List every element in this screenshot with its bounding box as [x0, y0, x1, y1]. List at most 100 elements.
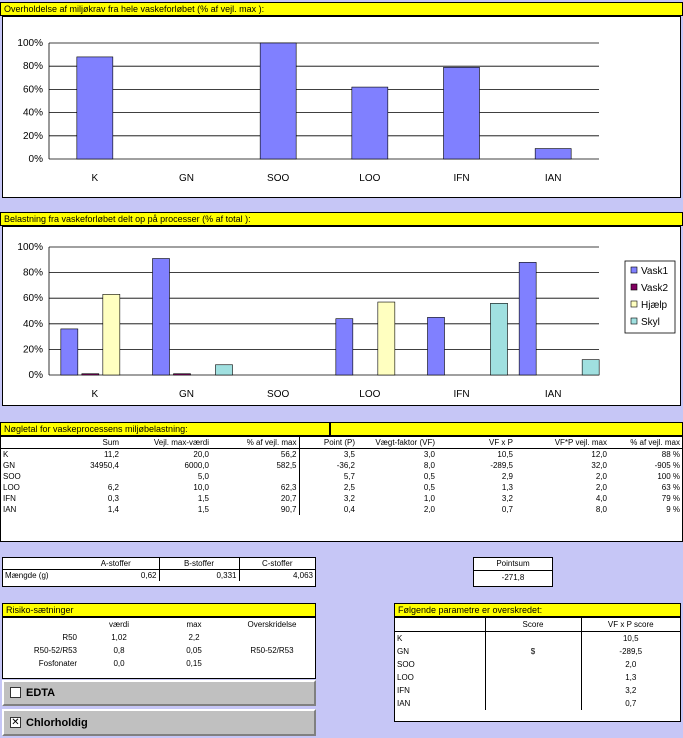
parametre-cell: LOO [395, 671, 486, 684]
risiko-cell: R50-52/R53 [33, 646, 77, 655]
chart1-panel: 0% 20% 40% 60% 80% 100% K GN SOO LOO IFN IAN [2, 16, 681, 198]
risiko-cell: 0,15 [186, 659, 202, 668]
keytable-header-row: Sum Vejl. max-værdi% af vejl. max Point (P… [1, 437, 682, 449]
parametre-cell: $ [485, 645, 582, 658]
x-tick-label: GN [179, 389, 194, 400]
edta-checkbox-row[interactable]: EDTA [2, 680, 316, 706]
keytable-cell: 3,5 [343, 450, 355, 459]
x-tick-label: IFN [453, 389, 469, 400]
keytable-row: GN 34950,4 6000,0 582,5 -36,2 8,0 -289,5 32,0 -9… [1, 460, 682, 471]
x-tick-label: K [91, 389, 98, 400]
keytable-header-cell: Sum [102, 438, 119, 447]
chlorholdig-checkbox[interactable]: ✕ [10, 717, 21, 728]
pointsum-value: -271,8 [501, 573, 525, 582]
keytable-header-cell: % af vejl. max [630, 438, 680, 447]
parametre-cell: 2,0 [625, 660, 637, 669]
y-tick-label: 20% [23, 131, 43, 142]
stoffer-table: A-stoffer B-stoffer C-stoffer Mængde (g)… [3, 558, 315, 581]
y-tick-label: 100% [17, 242, 43, 253]
bar-vask2 [173, 373, 191, 376]
y-tick-label: 20% [23, 344, 43, 355]
keytable-cell: 0,4 [343, 505, 355, 514]
risiko-cell [229, 631, 315, 644]
keytable-cell: 12,0 [591, 450, 607, 459]
keytable-cell: 0,5 [423, 472, 435, 481]
keytable-header-cell: Point (P) [323, 438, 355, 447]
x-tick-label: LOO [359, 173, 380, 184]
legend-label: Vask2 [641, 283, 668, 294]
keytable-cell: GN [3, 461, 15, 470]
legend-swatch [630, 266, 638, 274]
chart2-title: Belastning fra vaskeforløbet delt op på … [0, 212, 683, 226]
risiko-cell: R50-52/R53 [250, 646, 294, 655]
parametre-row: GN $ -289,5 [395, 645, 680, 658]
y-tick-label: 40% [23, 319, 43, 330]
bar-skyl [215, 364, 233, 376]
y-tick-label: 60% [23, 293, 43, 304]
x-tick-label: LOO [359, 389, 380, 400]
x-tick-label: GN [179, 173, 194, 184]
y-tick-label: 80% [23, 268, 43, 279]
chlorholdig-checkbox-row[interactable]: ✕ Chlorholdig [2, 709, 316, 736]
parametre-header-cell: Score [485, 618, 582, 632]
chart1-plot: 0% 20% 40% 60% 80% 100% K GN SOO LOO IFN IAN [17, 38, 599, 184]
keytable-cell: 4,0 [595, 494, 607, 503]
parametre-cell: 3,2 [625, 686, 637, 695]
keytable-cell: 1,3 [501, 483, 513, 492]
chlorholdig-label: Chlorholdig [26, 717, 88, 729]
keytable-panel: Sum Vejl. max-værdi% af vejl. max Point (P… [0, 436, 683, 542]
risiko-cell: 0,05 [186, 646, 202, 655]
y-tick-label: 100% [17, 38, 43, 49]
keytable-cell: 0,7 [501, 505, 513, 514]
legend-label: Vask1 [641, 266, 668, 277]
keytable-row: IFN 0,3 1,5 20,7 3,2 1,0 3,2 4,0 79 % [1, 493, 682, 504]
parametre-cell: IFN [395, 684, 486, 697]
keytable-cell: 1,5 [197, 505, 209, 514]
stoffer-value-a: 0,62 [73, 569, 160, 581]
keytable-title: Nøgletal for vaskeprocessens miljøbelast… [0, 422, 330, 436]
keytable-cell: 20,7 [211, 493, 300, 504]
keytable-row: SOO 5,0 5,7 0,5 2,9 2,0 100 % [1, 471, 682, 482]
keytable-cell: 8,0 [595, 505, 607, 514]
keytable-header-cell: VF*P vejl. max [554, 438, 607, 447]
keytable-header-cell: Vægt-faktor (VF) [375, 438, 435, 447]
parametre-row: K 10,5 [395, 631, 680, 645]
parametre-cell: K [395, 631, 486, 645]
risiko-cell: 0,0 [113, 659, 125, 668]
keytable: Sum Vejl. max-værdi% af vejl. max Point (P… [1, 437, 682, 515]
stoffer-value-b: 0,331 [159, 569, 240, 581]
pointsum-label: Pointsum [474, 558, 552, 571]
keytable-cell: 63 % [661, 483, 680, 492]
bar-hjælp [377, 301, 396, 376]
keytable-cell: 0,5 [423, 483, 435, 492]
risiko-cell: Fosfonater [38, 659, 77, 668]
stoffer-row-label: Mængde (g) [5, 571, 49, 580]
legend-swatch [630, 300, 638, 308]
parametre-header-cell [395, 618, 486, 632]
keytable-cell: 11,2 [104, 450, 119, 459]
parametre-row: IFN 3,2 [395, 684, 680, 697]
x-tick-label: K [91, 173, 98, 184]
keytable-cell: 0,3 [107, 494, 119, 503]
legend-label: Skyl [641, 317, 660, 328]
bar-vask1 [427, 317, 445, 376]
parametre-header-row: Score VF x P score [395, 618, 680, 632]
keytable-cell: 10,5 [497, 450, 513, 459]
keytable-header-cell [1, 437, 45, 449]
keytable-row: IAN 1,4 1,5 90,7 0,4 2,0 0,7 8,0 9 % [1, 504, 682, 515]
parametre-cell: -289,5 [619, 647, 643, 656]
keytable-cell: 6000,0 [184, 461, 209, 470]
keytable-cell: 1,5 [197, 494, 209, 503]
keytable-cell: 34950,4 [90, 461, 119, 470]
parametre-cell [485, 684, 582, 697]
parametre-row: SOO 2,0 [395, 658, 680, 671]
risiko-header-row: værdi max Overskridelse [3, 618, 315, 631]
keytable-row: K 11,2 20,0 56,2 3,5 3,0 10,5 12,0 88 % [1, 448, 682, 460]
legend-swatch [630, 283, 638, 291]
parametre-panel: Score VF x P score K 10,5 GN $ -289,5 SOO 2,0 LOO… [394, 617, 681, 722]
keytable-cell: 100 % [657, 472, 680, 481]
risiko-cell: R50 [62, 633, 77, 642]
edta-checkbox[interactable] [10, 687, 21, 698]
keytable-cell: 2,0 [423, 505, 435, 514]
stoffer-panel: A-stoffer B-stoffer C-stoffer Mængde (g)… [2, 557, 316, 587]
